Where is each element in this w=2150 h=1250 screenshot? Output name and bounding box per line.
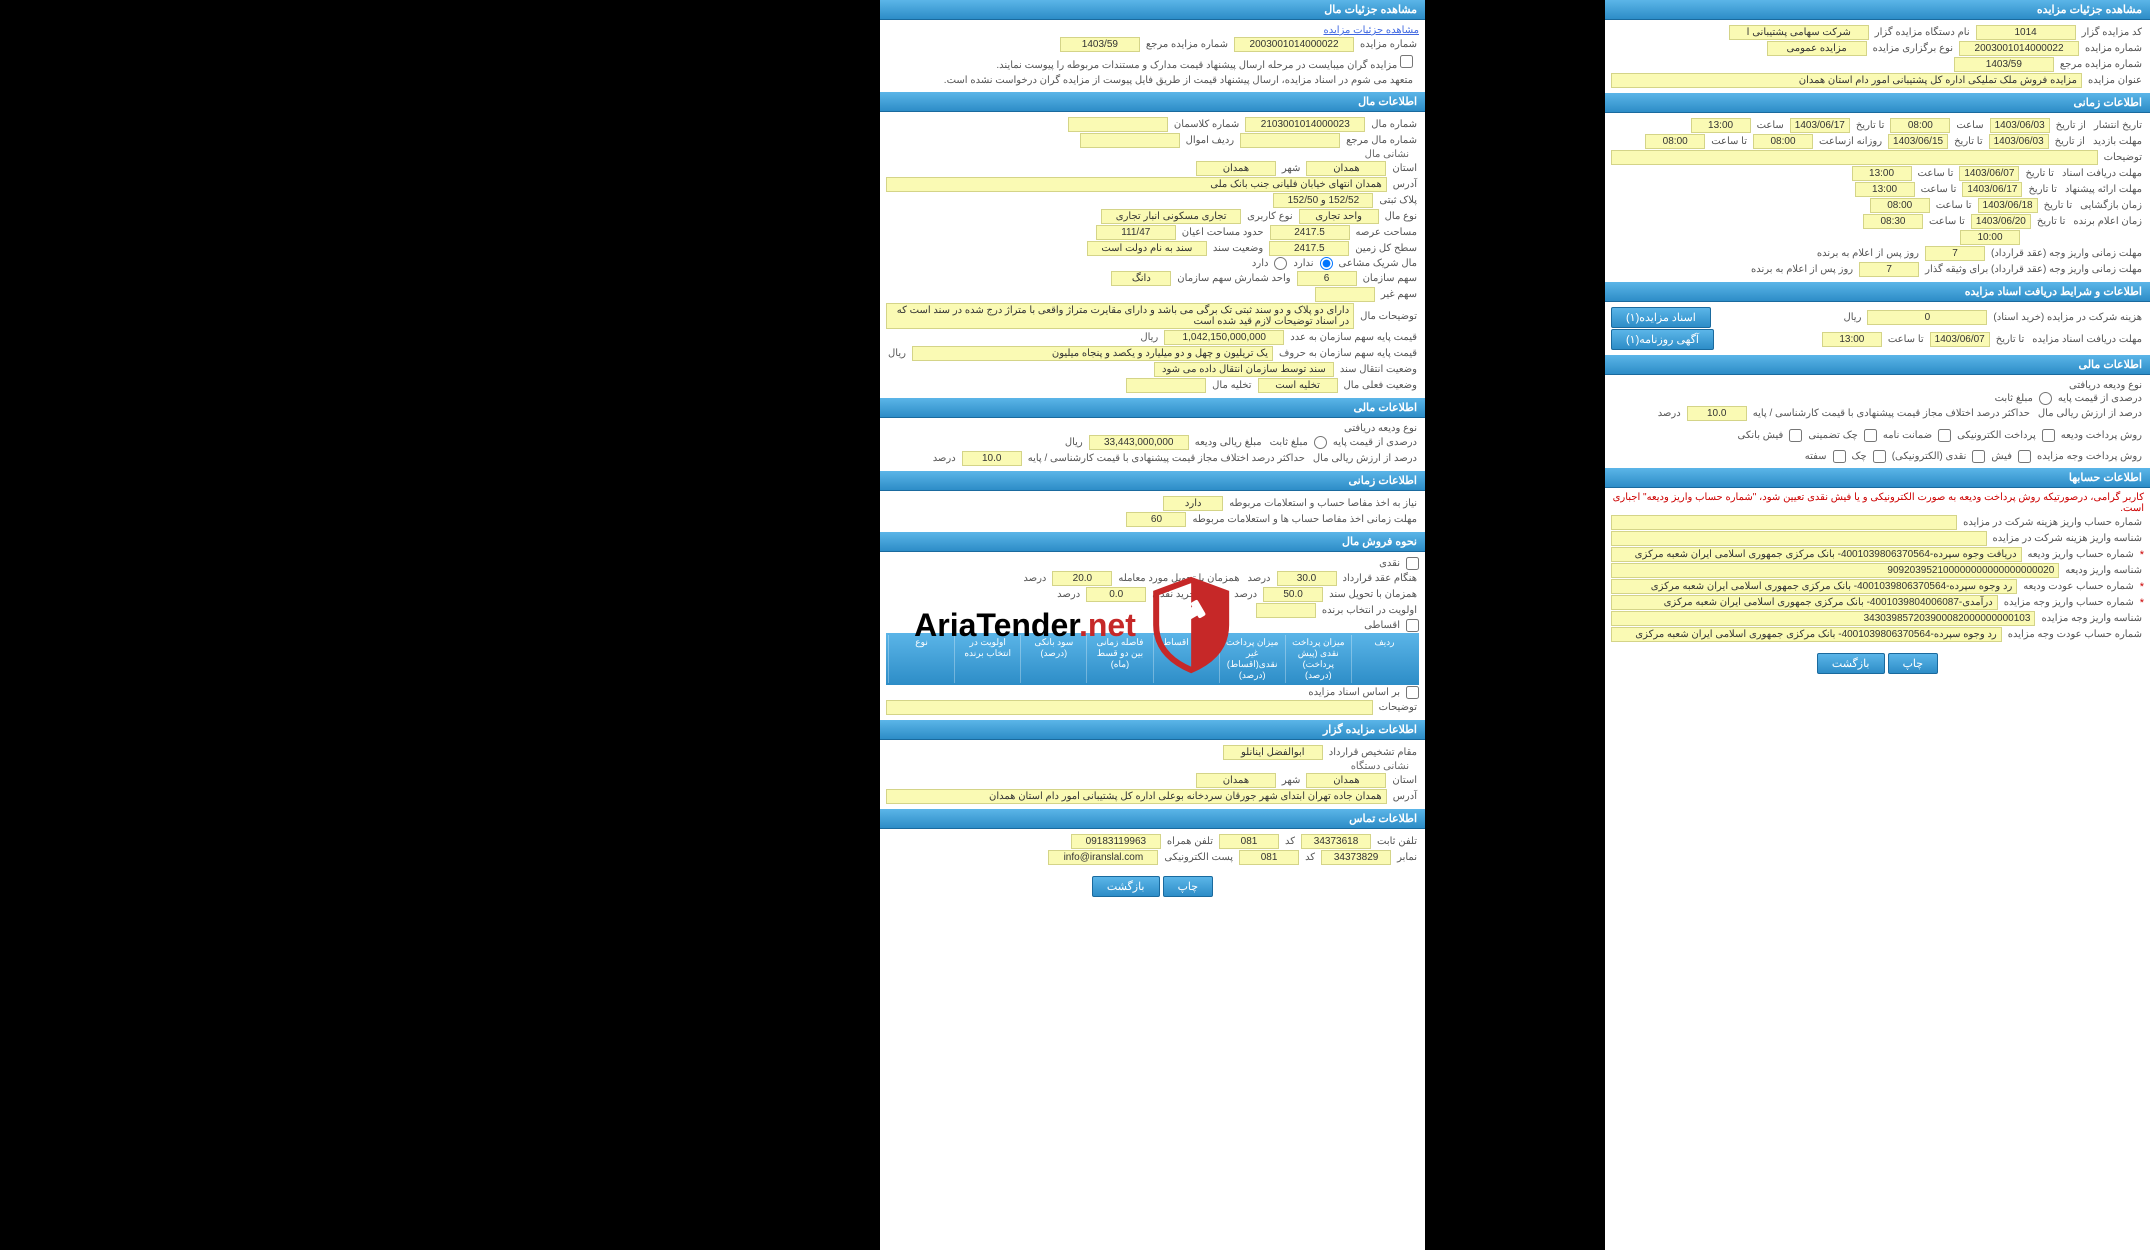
note1: مزایده گران میبایست در مرحله ارسال پیشنه… xyxy=(886,53,1419,73)
radio-fixed-amount[interactable] xyxy=(2039,392,2052,405)
label-visit: مهلت بازدید xyxy=(2091,136,2144,147)
check-check[interactable] xyxy=(1873,450,1886,463)
label-ref-num: شماره مزایده مرجع xyxy=(2058,59,2144,70)
label-deposit-pay: روش پرداخت ودیعه xyxy=(2059,430,2144,441)
field-title: مزایده فروش ملک تملیکی اداره کل پشتیبانی… xyxy=(1611,73,2082,88)
section-financial-info: اطلاعات مالی xyxy=(1605,355,2150,375)
label-recv-type: نوع ودیعه دریافتی xyxy=(2067,380,2144,391)
label-acc4: شناسه واریز ودیعه xyxy=(2063,565,2144,576)
label-acc3: شماره حساب واریز ودیعه xyxy=(2026,549,2136,560)
label-publish: تاریخ انتشار xyxy=(2092,120,2144,131)
label-rial-pct: درصد از ارزش ریالی مال xyxy=(2036,408,2144,419)
label-winner: زمان اعلام برنده xyxy=(2071,216,2144,227)
field-org-name: شرکت سهامی پشتیبانی ا xyxy=(1729,25,1869,40)
btn-print-right[interactable]: چاپ xyxy=(1888,653,1939,674)
label-payment-method: روش پرداخت وجه مزایده xyxy=(2035,451,2144,462)
radio-fixed-left[interactable] xyxy=(1314,436,1327,449)
section-auctioneer-info: اطلاعات مزایده گزار xyxy=(880,720,1425,740)
btn-newspaper-ad[interactable]: آگهی روزنامه(۱) xyxy=(1611,329,1714,350)
field-publish-to: 1403/06/17 xyxy=(1790,118,1850,133)
section-property-info: اطلاعات مال xyxy=(880,92,1425,112)
label-auction-num: شماره مزایده xyxy=(2083,43,2144,54)
check-cash[interactable] xyxy=(1406,557,1419,570)
section-time-info: اطلاعات زمانی xyxy=(1605,93,2150,113)
label-title: عنوان مزایده xyxy=(2086,75,2144,86)
check-promissory[interactable] xyxy=(1833,450,1846,463)
field-publish-to-time: 13:00 xyxy=(1691,118,1751,133)
check-doc-based[interactable] xyxy=(1406,686,1419,699)
label-doc-deadline: مهلت دریافت اسناد مزایده xyxy=(2030,334,2144,345)
label-acc8: شماره حساب عودت وجه مزایده xyxy=(2006,629,2144,640)
section-contact-info: اطلاعات تماس xyxy=(880,809,1425,829)
installment-table-header: ردیف میزان پرداخت نقدی (پیش پرداخت) (درص… xyxy=(886,633,1419,685)
label-deposit-deadline: مهلت زمانی واریز وجه (عقد قرارداد) برای … xyxy=(1923,264,2144,275)
label-participate-cost: هزینه شرکت در مزایده (خرید اسناد) xyxy=(1991,312,2144,323)
field-desc xyxy=(1611,150,2098,165)
check-receipt[interactable] xyxy=(2018,450,2031,463)
right-panel: مشاهده جزئیات مزایده کد مزایده گزار 1014… xyxy=(1605,0,2150,1250)
field-ref-num: 1403/59 xyxy=(1954,57,2054,72)
label-payment-deadline: مهلت زمانی واریز وجه (عقد قرارداد) xyxy=(1989,248,2144,259)
section-property-details: مشاهده جزئیات مال xyxy=(880,0,1425,20)
check-cash-elec[interactable] xyxy=(1972,450,1985,463)
section-doc-conditions: اطلاعات و شرایط دریافت اسناد مزایده xyxy=(1605,282,2150,302)
btn-back-left[interactable]: بازگشت xyxy=(1092,876,1160,897)
label-acc6: شماره حساب واریز وجه مزایده xyxy=(2002,597,2136,608)
label-doc-recv: مهلت دریافت اسناد xyxy=(2060,168,2144,179)
label-base-pct: درصدی از قیمت پایه xyxy=(2056,393,2144,404)
label-acc2: شناسه واریز هزینه شرکت در مزایده xyxy=(1991,533,2144,544)
warning-text: کاربر گرامی، درصورتیکه روش پرداخت ودیعه … xyxy=(1611,492,2144,514)
label-acc1: شماره حساب واریز هزینه شرکت در مزایده xyxy=(1961,517,2144,528)
check-elec-pay[interactable] xyxy=(2042,429,2055,442)
label-org-name: نام دستگاه مزایده گزار xyxy=(1873,27,1972,38)
note2: متعهد می شوم در اسناد مزایده، ارسال پیشن… xyxy=(886,73,1419,88)
label-type: نوع برگزاری مزایده xyxy=(1871,43,1955,54)
btn-back-right[interactable]: بازگشت xyxy=(1817,653,1885,674)
check-check-guarantee[interactable] xyxy=(1864,429,1877,442)
label-acc5: شماره حساب عودت ودیعه xyxy=(2021,581,2135,592)
field-auction-code: 1014 xyxy=(1976,25,2076,40)
field-auction-num: 2003001014000022 xyxy=(1959,41,2079,56)
radio-shared-yes[interactable] xyxy=(1274,257,1287,270)
radio-shared-no[interactable] xyxy=(1320,257,1333,270)
label-desc: توضیحات xyxy=(2102,152,2144,163)
field-type: مزایده عمومی xyxy=(1767,41,1867,56)
field-publish-from: 1403/06/03 xyxy=(1990,118,2050,133)
label-bid: مهلت ارائه پیشنهاد xyxy=(2063,184,2144,195)
section-accounts: اطلاعات حسابها xyxy=(1605,468,2150,488)
field-publish-time: 08:00 xyxy=(1890,118,1950,133)
section-sale-method: نحوه فروش مال xyxy=(880,532,1425,552)
btn-print-left[interactable]: چاپ xyxy=(1163,876,1214,897)
check-installment[interactable] xyxy=(1406,619,1419,632)
section-time-left: اطلاعات زمانی xyxy=(880,471,1425,491)
link-view-auction-details[interactable]: مشاهده جزئیات مزایده xyxy=(1323,25,1419,36)
btn-auction-docs[interactable]: اسناد مزایده(۱) xyxy=(1611,307,1711,328)
section-financial-left: اطلاعات مالی xyxy=(880,398,1425,418)
section-auction-details: مشاهده جزئیات مزایده xyxy=(1605,0,2150,20)
address-section-label: نشانی مال xyxy=(886,149,1419,160)
spacer xyxy=(0,0,880,1250)
label-acc7: شناسه واریز وجه مزایده xyxy=(2039,613,2144,624)
left-panel: مشاهده جزئیات مال مشاهده جزئیات مزایده ش… xyxy=(880,0,1425,1250)
label-auction-code: کد مزایده گزار xyxy=(2080,27,2144,38)
label-open: زمان بازگشایی xyxy=(2078,200,2144,211)
org-address-section: نشانی دستگاه xyxy=(886,761,1419,772)
check-guarantee[interactable] xyxy=(1938,429,1951,442)
check-bank-receipt[interactable] xyxy=(1789,429,1802,442)
